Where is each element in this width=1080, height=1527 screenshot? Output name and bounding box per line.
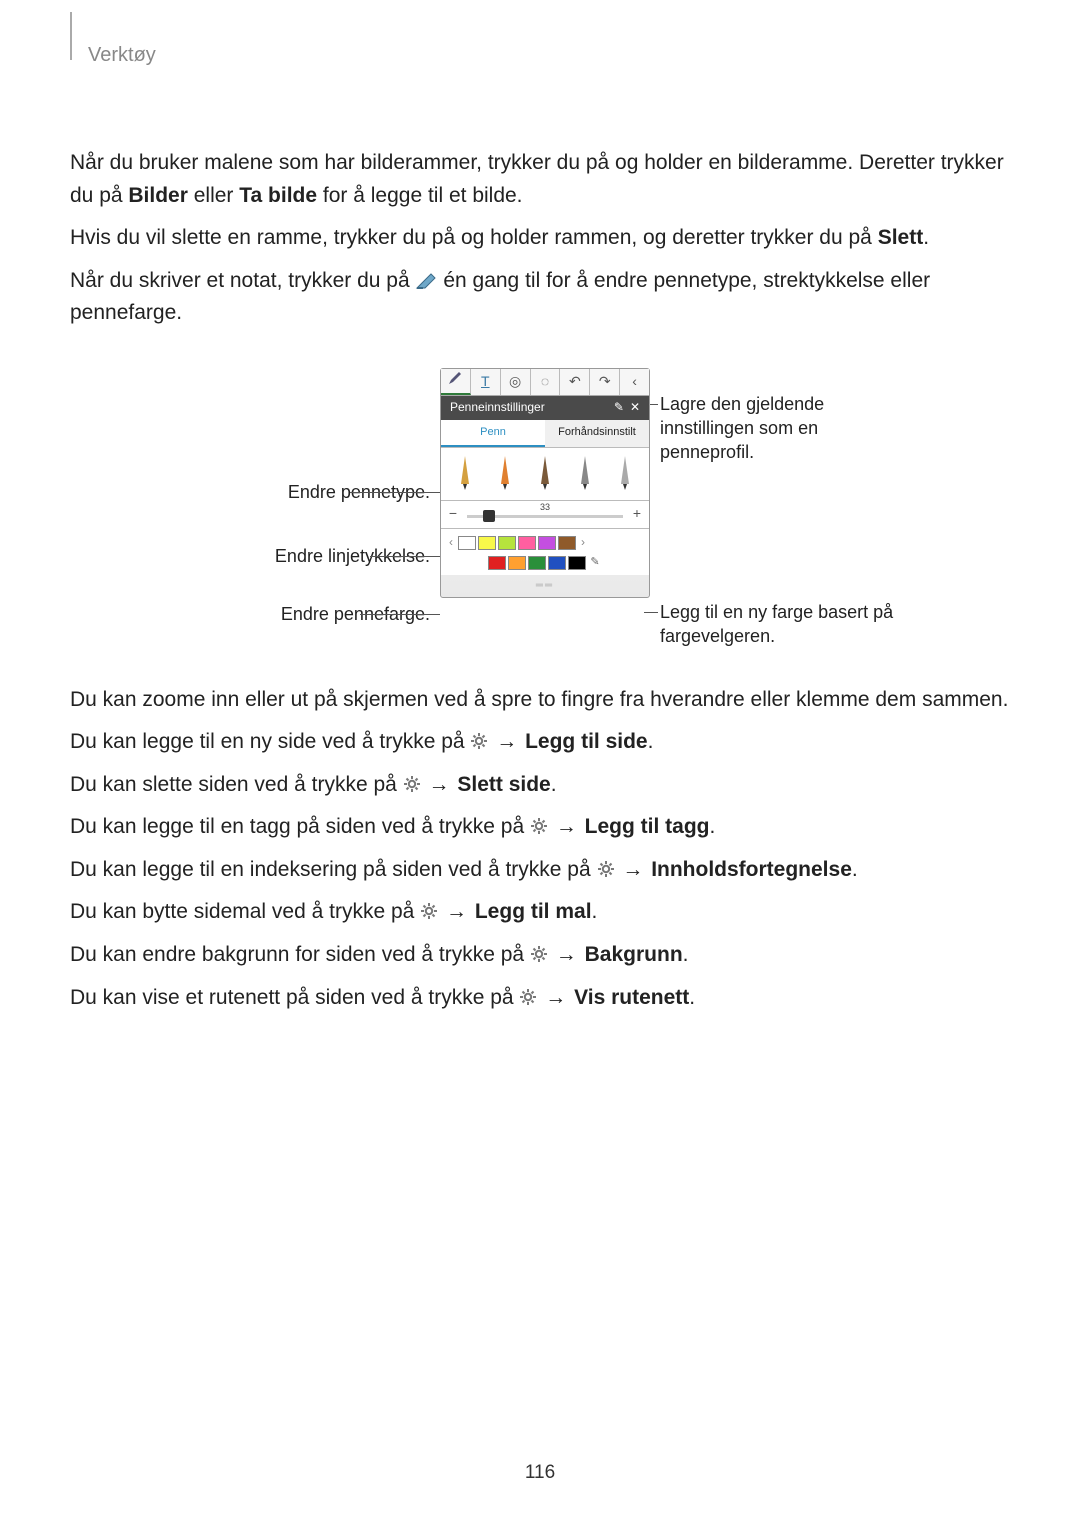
tool-undo-icon[interactable]: ↶ [560, 369, 590, 395]
arrow-icon: → [446, 900, 467, 923]
thickness-slider[interactable] [467, 515, 623, 518]
callout-addcolor: Legg til en ny farge basert på fargevelg… [660, 600, 900, 649]
gear-icon [530, 813, 548, 831]
header-divider [70, 12, 72, 60]
menu-instruction: Du kan slette siden ved å trykke på → Sl… [70, 769, 1010, 802]
color-swatch[interactable] [498, 536, 516, 550]
thickness-row[interactable]: 33 − + [441, 501, 649, 530]
color-swatch[interactable] [568, 556, 586, 570]
color-swatch[interactable] [518, 536, 536, 550]
menu-instruction: Du kan legge til en indeksering på siden… [70, 854, 1010, 887]
settings-title: Penneinnstillinger [450, 398, 545, 417]
page-header: Verktøy [70, 40, 1010, 71]
color-swatch[interactable] [558, 536, 576, 550]
gear-icon [403, 771, 421, 789]
header-section: Verktøy [88, 40, 156, 71]
gear-icon [420, 898, 438, 916]
tool-collapse-icon[interactable]: ‹ [620, 369, 649, 395]
color-swatch[interactable] [508, 556, 526, 570]
tab-preset[interactable]: Forhåndsinnstilt [545, 420, 649, 447]
menu-instruction: Du kan endre bakgrunn for siden ved å tr… [70, 939, 1010, 972]
tool-pen-icon[interactable] [441, 369, 471, 395]
settings-title-bar: Penneinnstillinger ✎ ✕ [441, 396, 649, 420]
arrow-icon: → [429, 773, 450, 796]
color-swatch[interactable] [528, 556, 546, 570]
paragraph-4: Du kan zoome inn eller ut på skjermen ve… [70, 684, 1010, 717]
minus-icon[interactable]: − [447, 503, 459, 525]
paragraph-2: Hvis du vil slette en ramme, trykker du … [70, 222, 1010, 255]
paragraph-3: Når du skriver et notat, trykker du på é… [70, 265, 1010, 330]
settings-tabs: Penn Forhåndsinnstilt [441, 420, 649, 448]
arrow-icon: → [622, 858, 643, 881]
pen-icon [415, 268, 437, 286]
eyedropper-icon[interactable]: ✎ [587, 554, 603, 571]
menu-instruction: Du kan legge til en tagg på siden ved å … [70, 811, 1010, 844]
arrow-icon: → [545, 986, 566, 1009]
arrow-icon: → [556, 943, 577, 966]
gear-icon [470, 728, 488, 746]
color-swatch[interactable] [478, 536, 496, 550]
tool-text-icon[interactable]: T [471, 369, 501, 395]
close-icon[interactable]: ✕ [630, 398, 640, 417]
gear-icon [530, 941, 548, 959]
tool-select-icon[interactable]: ◌ [531, 369, 561, 395]
arrow-icon: → [496, 730, 517, 753]
gear-icon [519, 984, 537, 1002]
toolbar: T ◎ ◌ ↶ ↷ ‹ [441, 369, 649, 396]
color-palette: ‹ › ✎ [441, 529, 649, 575]
menu-instruction: Du kan legge til en ny side ved å trykke… [70, 726, 1010, 759]
color-swatch[interactable] [488, 556, 506, 570]
callout-saveprofile: Lagre den gjeldende innstillingen som en… [660, 392, 900, 465]
pen-settings-panel: T ◎ ◌ ↶ ↷ ‹ Penneinnstillinger ✎ ✕ Penn … [440, 368, 650, 598]
color-swatch[interactable] [548, 556, 566, 570]
save-profile-icon[interactable]: ✎ [614, 398, 624, 417]
thickness-value: 33 [540, 501, 550, 515]
chevron-left-icon[interactable]: ‹ [445, 533, 457, 552]
color-swatch[interactable] [458, 536, 476, 550]
color-swatch[interactable] [538, 536, 556, 550]
chevron-right-icon[interactable]: › [577, 533, 589, 552]
tab-pen[interactable]: Penn [441, 420, 545, 447]
tool-eraser-icon[interactable]: ◎ [501, 369, 531, 395]
drag-handle-icon[interactable]: ══ [441, 575, 649, 597]
gear-icon [597, 856, 615, 874]
arrow-icon: → [556, 815, 577, 838]
paragraph-1: Når du bruker malene som har bilderammer… [70, 147, 1010, 212]
plus-icon[interactable]: + [631, 503, 643, 525]
pen-type-row[interactable] [441, 448, 649, 501]
menu-instruction: Du kan bytte sidemal ved å trykke på → L… [70, 896, 1010, 929]
pen-settings-figure: Endre pennetype. Endre linjetykkelse. En… [70, 368, 1010, 658]
page-number: 116 [525, 1458, 555, 1487]
tool-redo-icon[interactable]: ↷ [590, 369, 620, 395]
menu-instruction: Du kan vise et rutenett på siden ved å t… [70, 982, 1010, 1015]
